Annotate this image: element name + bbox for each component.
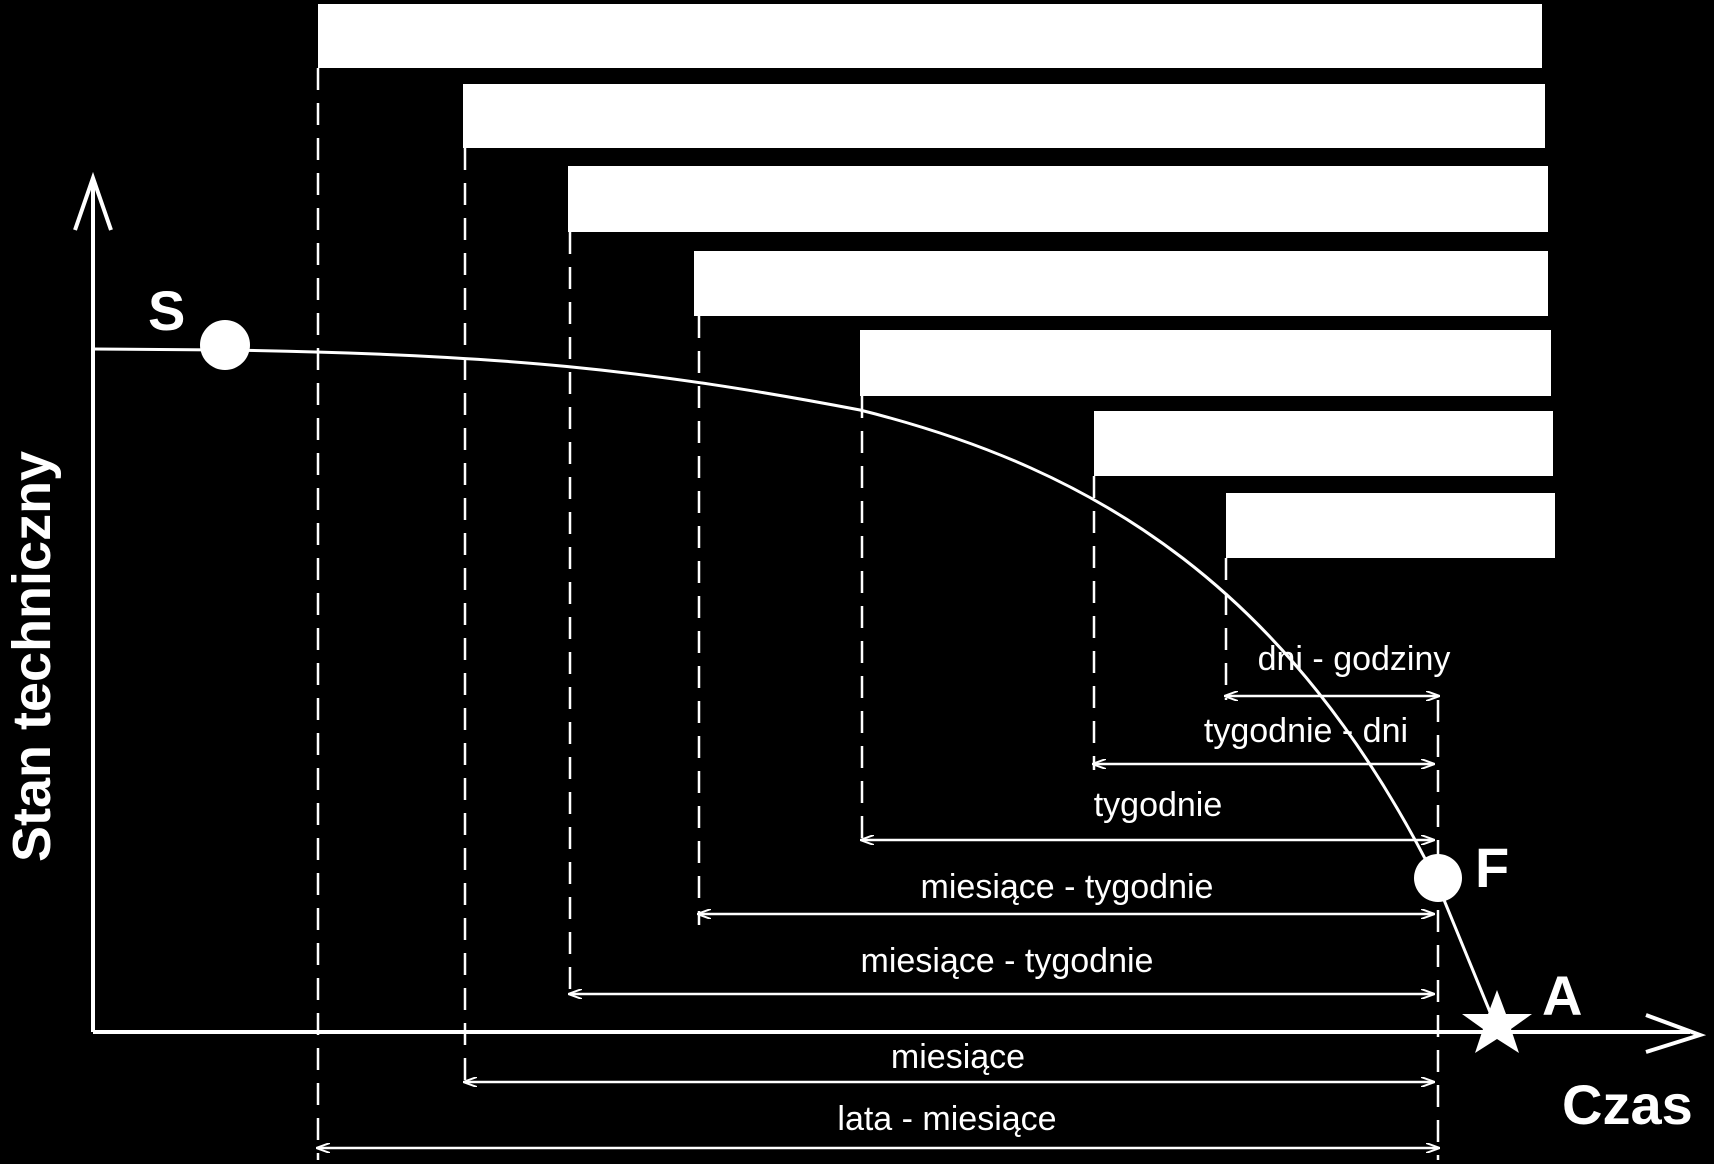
point-f-marker	[1414, 854, 1462, 902]
interval-labels: dni - godziny tygodnie - dni tygodnie mi…	[837, 640, 1450, 1138]
interval-label-7: lata - miesiące	[837, 1100, 1056, 1138]
axes	[73, 171, 1707, 1054]
interval-label-6: miesiące	[891, 1038, 1025, 1076]
interval-label-1: dni - godziny	[1258, 640, 1451, 678]
point-s-label: S	[148, 279, 185, 342]
x-axis-label: Czas	[1562, 1073, 1693, 1136]
bar-4	[694, 251, 1548, 316]
point-s-marker	[200, 320, 250, 370]
point-f-label: F	[1475, 836, 1509, 899]
y-axis-label: Stan techniczny	[2, 451, 62, 862]
point-a-star-icon	[1462, 990, 1532, 1053]
dashed-guides	[316, 68, 1440, 1160]
interval-arrows	[318, 696, 1438, 1148]
interval-label-2: tygodnie - dni	[1204, 712, 1408, 750]
interval-label-3: tygodnie	[1094, 786, 1223, 824]
interval-label-4: miesiące - tygodnie	[921, 868, 1214, 906]
bar-3	[568, 166, 1548, 232]
bar-7	[1226, 493, 1555, 558]
bar-2	[463, 84, 1545, 148]
bar-1	[318, 4, 1542, 68]
point-a-label: A	[1542, 964, 1582, 1027]
x-axis-arrowhead	[1645, 1013, 1707, 1054]
interval-label-5: miesiące - tygodnie	[861, 942, 1154, 980]
degradation-curve	[92, 347, 1492, 1013]
y-axis-arrowhead	[73, 171, 113, 231]
bar-5	[860, 330, 1551, 396]
bar-6	[1094, 411, 1553, 476]
bars	[318, 4, 1555, 558]
